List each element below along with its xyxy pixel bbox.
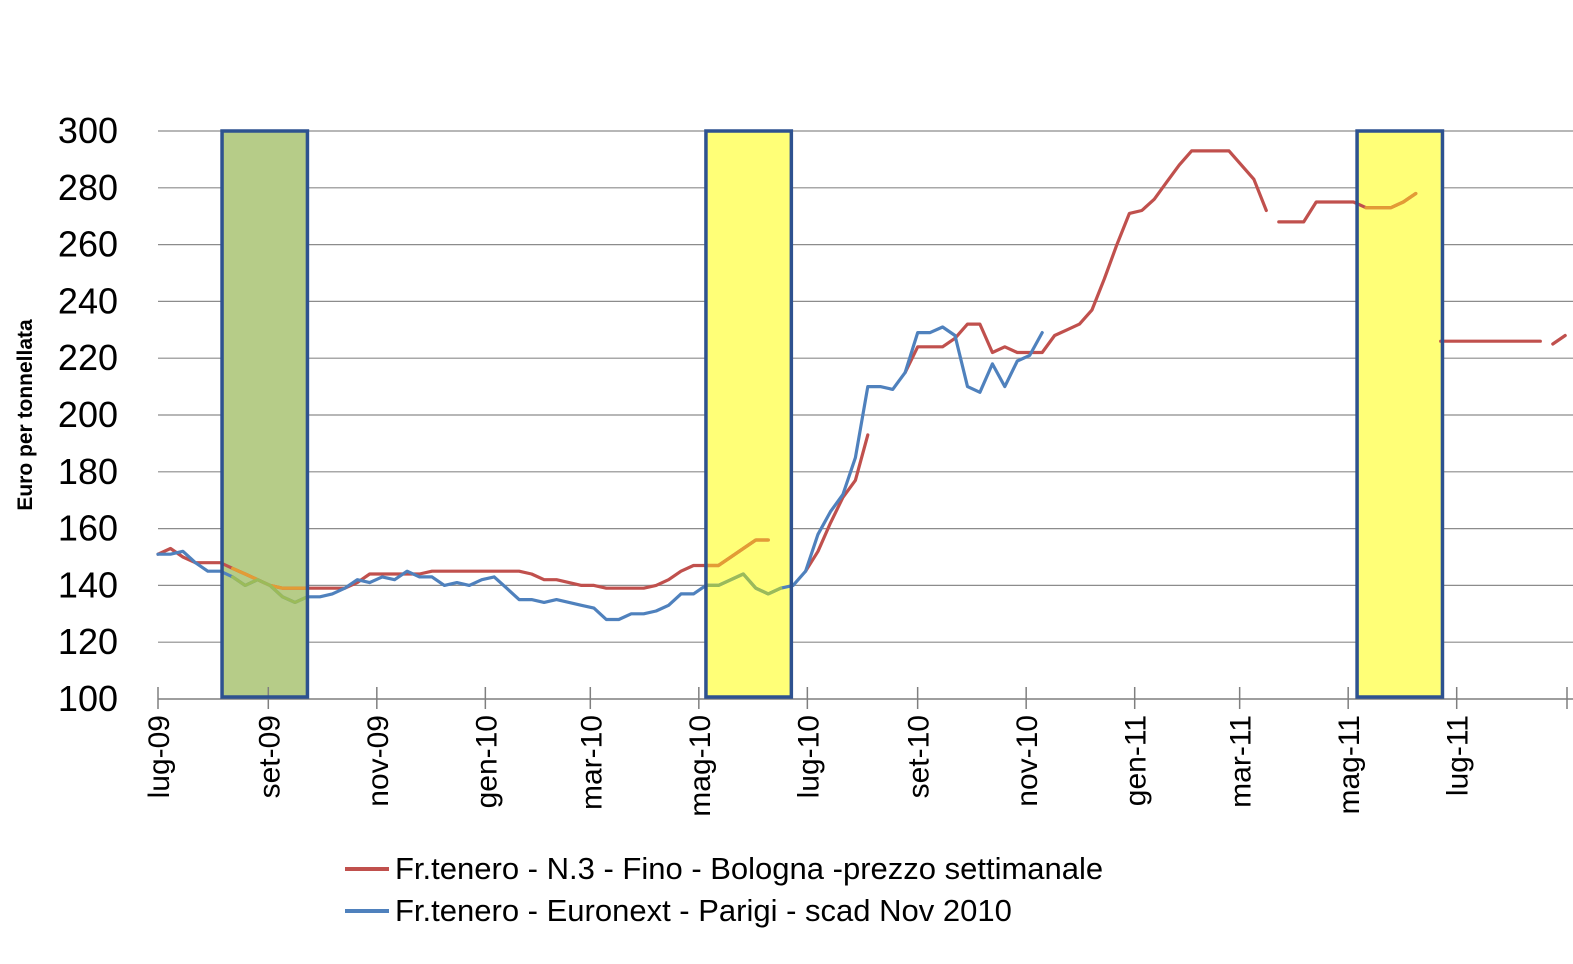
y-tick-label-140: 140 (58, 564, 118, 605)
highlight-band-border-2 (704, 129, 794, 699)
x-tick-label-mar-11: mar-11 (1225, 715, 1258, 808)
y-tick-label-260: 260 (58, 224, 118, 265)
x-tick-label-lug-10: lug-10 (792, 715, 825, 798)
x-tick-label-mag-11: mag-11 (1333, 715, 1366, 815)
y-axis-label: Euro per tonnellata (14, 319, 37, 511)
y-tick-label-120: 120 (58, 621, 118, 662)
series-1-line-segment-2 (803, 433, 870, 573)
series-2-band-2-overlay (704, 572, 783, 596)
highlight-band-border-3 (1355, 129, 1445, 699)
y-tick-label-200: 200 (58, 394, 118, 435)
series-2-band-1-overlay (231, 575, 309, 605)
legend-item-bologna: Fr.tenero - N.3 - Fino - Bologna -prezzo… (345, 848, 1103, 890)
y-tick-label-220: 220 (58, 337, 118, 378)
y-tick-label-280: 280 (58, 167, 118, 208)
series-lines (156, 149, 1567, 622)
y-tick-label-240: 240 (58, 280, 118, 321)
x-tick-label-nov-10: nov-10 (1011, 715, 1044, 807)
highlight-bands (222, 131, 1443, 699)
series-1-line-segment-6 (1551, 333, 1567, 346)
series-1-band-2-overlay (704, 538, 770, 568)
legend-swatch-euronext (345, 909, 389, 913)
legend-item-euronext: Fr.tenero - Euronext - Parigi - scad Nov… (345, 890, 1103, 932)
highlight-band-2 (705, 131, 792, 699)
x-tick-label-mar-10: mar-10 (575, 715, 608, 810)
legend-swatch-bologna (345, 867, 389, 871)
legend-label-bologna: Fr.tenero - N.3 - Fino - Bologna -prezzo… (395, 851, 1104, 886)
x-tick-label-lug-11: lug-11 (1442, 715, 1475, 796)
highlight-band-1 (222, 131, 308, 699)
x-tick-label-lug-09: lug-09 (143, 715, 176, 798)
x-tick-label-gen-11: gen-11 (1120, 715, 1153, 806)
grid (158, 130, 1573, 643)
y-tick-label-160: 160 (58, 508, 118, 549)
y-tick-label-180: 180 (58, 451, 118, 492)
highlight-band-3 (1357, 131, 1443, 699)
x-tick-label-set-09: set-09 (253, 715, 286, 798)
legend-label-euronext: Fr.tenero - Euronext - Parigi - scad Nov… (395, 893, 1012, 928)
y-tick-label-300: 300 (58, 110, 118, 151)
axes: 100 120 140 160 180 200 220 240 260 280 300 lug-09 s… (58, 110, 1573, 817)
x-tick-label-set-10: set-10 (903, 715, 936, 798)
x-tick-label-nov-09: nov-09 (362, 715, 395, 807)
highlight-band-border-1 (220, 129, 310, 699)
series-1-band-3-overlay (1364, 191, 1418, 210)
x-tick-label-mag-10: mag-10 (684, 715, 717, 817)
highlight-band-borders (220, 129, 1445, 699)
series-1-line-segment-3 (903, 149, 1268, 374)
y-tick-label-100: 100 (58, 678, 118, 719)
legend: Fr.tenero - N.3 - Fino - Bologna -prezzo… (345, 848, 1103, 932)
x-tick-label-gen-10: gen-10 (470, 715, 503, 808)
